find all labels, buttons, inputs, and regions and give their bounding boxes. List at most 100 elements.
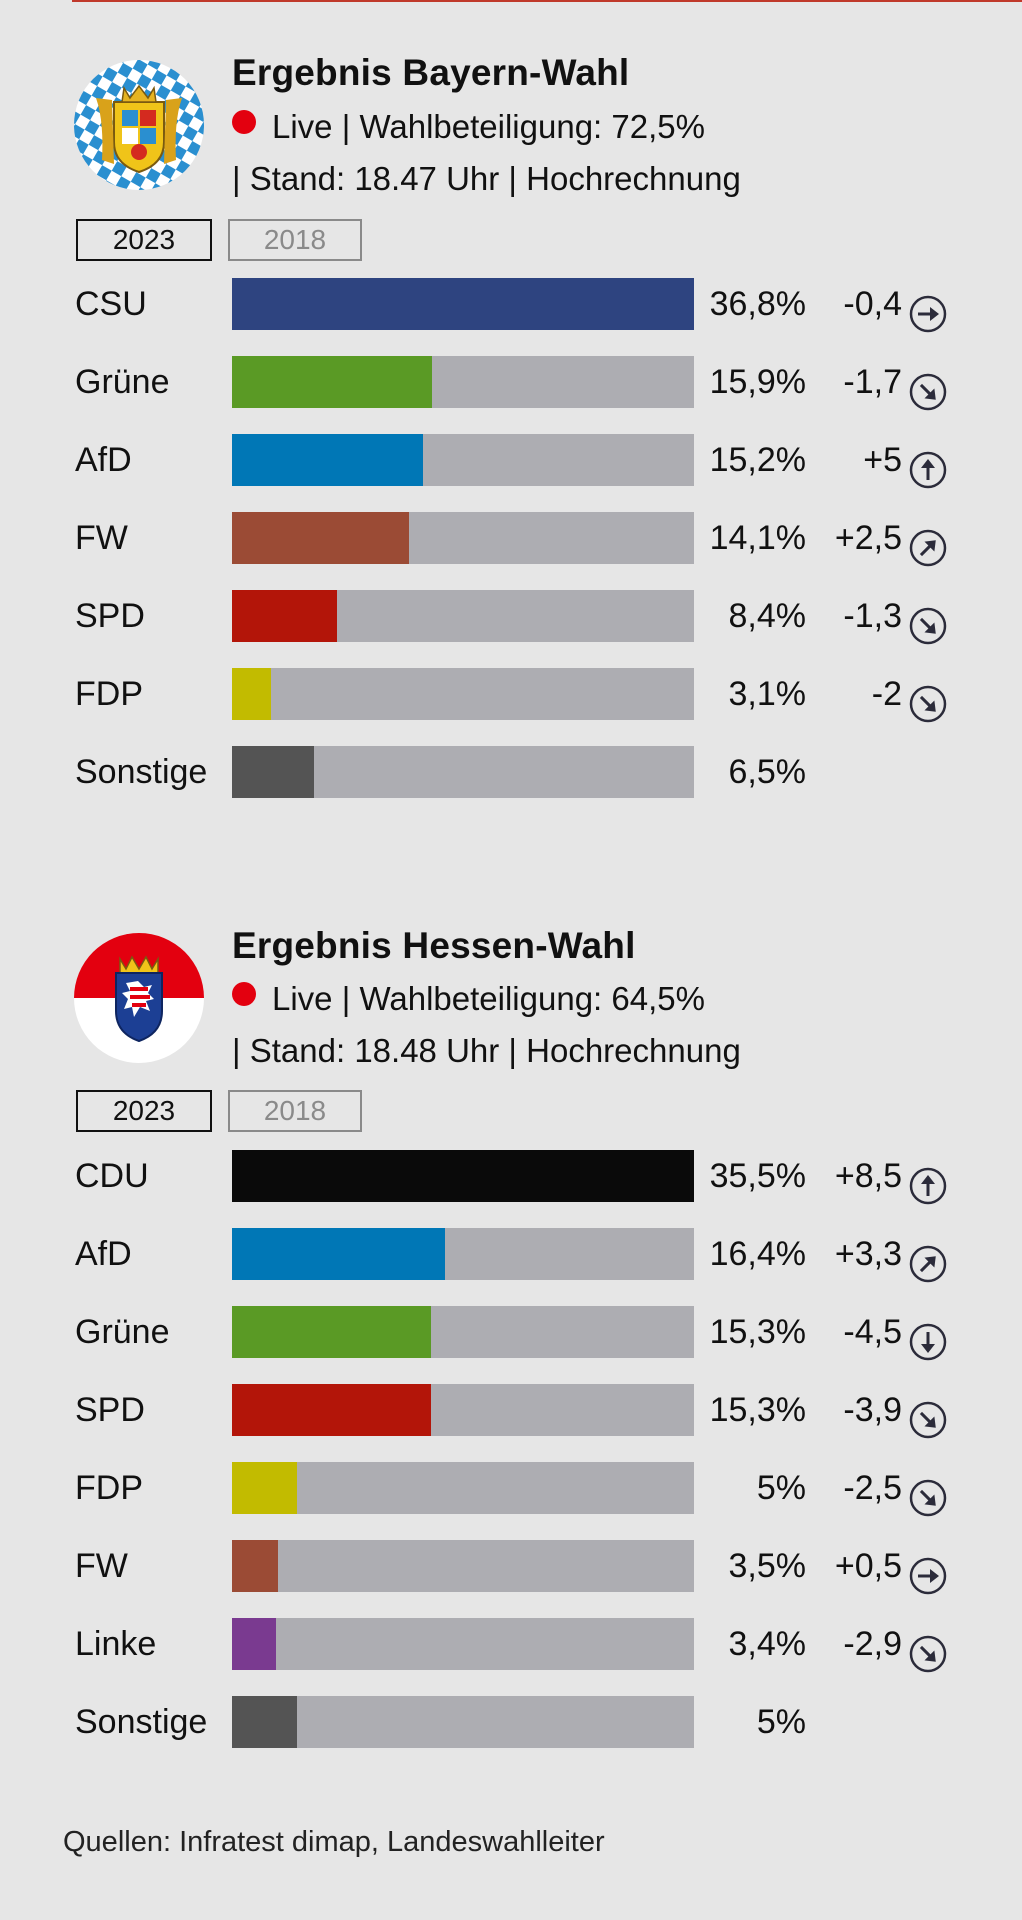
- change-label: +2,5: [834, 519, 902, 557]
- bar-track: [232, 590, 694, 642]
- bar-row-csu: CSU 36,8% -0,4: [0, 278, 1022, 333]
- page-title: Ergebnis Hessen-Wahl: [232, 925, 636, 966]
- value-label: 8,4%: [728, 597, 807, 635]
- party-label: FW: [75, 519, 128, 557]
- party-label: CSU: [75, 285, 147, 323]
- change-label: -2,9: [843, 1625, 902, 1663]
- party-label: Grüne: [75, 1313, 170, 1351]
- arrow-down-right-icon: [909, 607, 947, 645]
- change-label: -4,5: [843, 1313, 902, 1351]
- party-label: SPD: [75, 597, 145, 635]
- change-label: +0,5: [834, 1547, 902, 1585]
- value-label: 15,2%: [709, 441, 806, 479]
- party-label: Linke: [75, 1625, 157, 1663]
- bar: [232, 668, 271, 720]
- bar: [232, 590, 338, 642]
- bar: [232, 1150, 694, 1202]
- value-label: 35,5%: [709, 1157, 806, 1195]
- bar: [232, 746, 314, 798]
- bar-row-sonstige: Sonstige 5%: [0, 1696, 1022, 1748]
- change-label: -1,3: [843, 597, 902, 635]
- timestamp-line: | Stand: 18.48 Uhr | Hochrechnung: [232, 1032, 741, 1069]
- live-indicator-icon: [232, 110, 256, 134]
- bar-track: [232, 1150, 694, 1202]
- bar-row-linke: Linke 3,4% -2,9: [0, 1618, 1022, 1673]
- bar-row-fdp: FDP 3,1% -2: [0, 668, 1022, 723]
- party-label: SPD: [75, 1391, 145, 1429]
- bar-row-fw: FW 14,1% +2,5: [0, 512, 1022, 567]
- hesse-coat-of-arms-icon: [74, 933, 204, 1063]
- arrow-down-icon: [909, 1323, 947, 1361]
- arrow-down-right-icon: [909, 1401, 947, 1439]
- bar: [232, 434, 423, 486]
- tab-2023[interactable]: 2023: [76, 219, 212, 261]
- bar-row-sonstige: Sonstige 6,5%: [0, 746, 1022, 798]
- bar: [232, 278, 694, 330]
- value-label: 3,4%: [728, 1625, 807, 1663]
- value-label: 5%: [756, 1469, 806, 1507]
- change-label: -0,4: [843, 285, 902, 323]
- value-label: 16,4%: [709, 1235, 806, 1273]
- change-label: -3,9: [843, 1391, 902, 1429]
- arrow-down-right-icon: [909, 685, 947, 723]
- bar: [232, 1384, 432, 1436]
- bar-track: [232, 512, 694, 564]
- bar: [232, 1618, 277, 1670]
- value-label: 15,9%: [709, 363, 806, 401]
- value-label: 6,5%: [728, 753, 807, 791]
- bar-track: [232, 1384, 694, 1436]
- bar-row-grüne: Grüne 15,9% -1,7: [0, 356, 1022, 411]
- change-label: -2,5: [843, 1469, 902, 1507]
- value-label: 36,8%: [709, 285, 806, 323]
- tab-2018[interactable]: 2018: [228, 219, 362, 261]
- bar: [232, 1306, 432, 1358]
- bar-row-cdu: CDU 35,5% +8,5: [0, 1150, 1022, 1205]
- bar-track: [232, 434, 694, 486]
- live-indicator-icon: [232, 982, 256, 1006]
- tab-2023[interactable]: 2023: [76, 1090, 212, 1132]
- value-label: 15,3%: [709, 1391, 806, 1429]
- bar-track: [232, 1228, 694, 1280]
- party-label: FDP: [75, 1469, 143, 1507]
- bar: [232, 356, 432, 408]
- bar: [232, 1696, 298, 1748]
- bar: [232, 512, 410, 564]
- party-label: AfD: [75, 1235, 132, 1273]
- value-label: 5%: [756, 1703, 806, 1741]
- tab-2018[interactable]: 2018: [228, 1090, 362, 1132]
- change-label: -1,7: [843, 363, 902, 401]
- change-label: +3,3: [834, 1235, 902, 1273]
- value-label: 14,1%: [709, 519, 806, 557]
- party-label: AfD: [75, 441, 132, 479]
- party-label: FW: [75, 1547, 128, 1585]
- bar-row-afd: AfD 16,4% +3,3: [0, 1228, 1022, 1283]
- arrow-right-icon: [909, 295, 947, 333]
- change-label: +5: [863, 441, 902, 479]
- value-label: 3,1%: [728, 675, 807, 713]
- value-label: 3,5%: [728, 1547, 807, 1585]
- bar-track: [232, 1306, 694, 1358]
- arrow-right-icon: [909, 1557, 947, 1595]
- party-label: Sonstige: [75, 753, 208, 791]
- arrow-down-right-icon: [909, 1479, 947, 1517]
- arrow-up-icon: [909, 451, 947, 489]
- bar-track: [232, 1540, 694, 1592]
- status-line: Live | Wahlbeteiligung: 72,5%: [232, 108, 705, 146]
- bar-track: [232, 1462, 694, 1514]
- bar: [232, 1462, 298, 1514]
- bar-row-grüne: Grüne 15,3% -4,5: [0, 1306, 1022, 1361]
- bar-track: [232, 746, 694, 798]
- value-label: 15,3%: [709, 1313, 806, 1351]
- change-label: -2: [871, 675, 902, 713]
- bavaria-coat-of-arms-icon: [74, 60, 204, 190]
- bar-track: [232, 278, 694, 330]
- bar: [232, 1228, 446, 1280]
- status-text: Live | Wahlbeteiligung: 72,5%: [272, 108, 705, 145]
- page-title: Ergebnis Bayern-Wahl: [232, 52, 630, 93]
- bar-track: [232, 1618, 694, 1670]
- status-text: Live | Wahlbeteiligung: 64,5%: [272, 980, 705, 1017]
- timestamp-line: | Stand: 18.47 Uhr | Hochrechnung: [232, 160, 741, 197]
- bar-track: [232, 668, 694, 720]
- bar-row-spd: SPD 8,4% -1,3: [0, 590, 1022, 645]
- status-line: Live | Wahlbeteiligung: 64,5%: [232, 980, 705, 1018]
